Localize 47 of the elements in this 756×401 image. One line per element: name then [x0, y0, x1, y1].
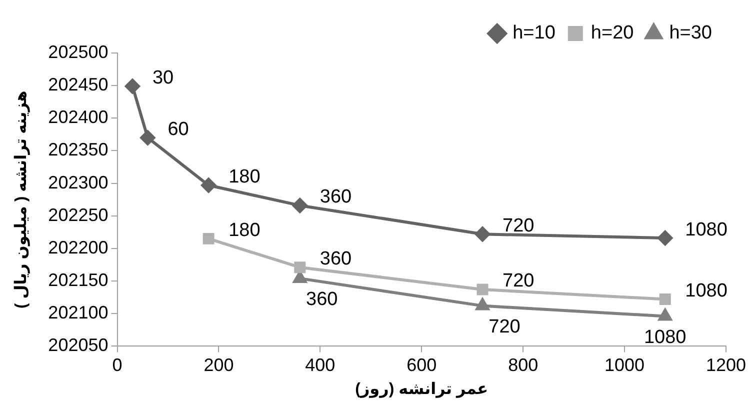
point	[140, 130, 156, 146]
annotation: 180	[228, 220, 260, 241]
y-tick-label: 202250	[48, 204, 108, 225]
x-tick-label: 800	[508, 354, 538, 375]
legend-label: h=20	[590, 22, 634, 44]
y-tick-label: 202500	[48, 42, 108, 62]
x-tick-label: 1200	[706, 354, 746, 375]
point	[476, 284, 488, 296]
x-tick-label: 400	[305, 354, 336, 375]
legend-label: h=30	[669, 22, 712, 44]
annotation: 720	[488, 316, 520, 338]
annotation: 60	[168, 118, 189, 140]
y-tick-label: 202100	[48, 302, 108, 323]
x-tick-label: 600	[406, 354, 437, 375]
point	[292, 198, 308, 213]
y-tick-label: 202300	[48, 172, 108, 192]
x-tick-label: 1000	[604, 354, 645, 375]
annotation: 1080	[685, 280, 728, 302]
y-tick-label: 202350	[48, 140, 108, 160]
annotation: 360	[306, 289, 338, 310]
y-tick-label: 202400	[48, 107, 108, 128]
y-tick-label: 202150	[48, 270, 108, 290]
legend-label: h=10	[512, 22, 556, 44]
y-tick-label: 202050	[48, 335, 108, 356]
annotation: 720	[502, 270, 534, 292]
point	[201, 178, 216, 193]
point	[658, 308, 672, 321]
annotation: 360	[320, 186, 352, 208]
point	[476, 298, 490, 310]
point	[294, 262, 306, 274]
annotation: 30	[152, 67, 174, 88]
y-axis-title: هزینه ترانشه ( میلیون ریال )	[13, 90, 30, 309]
y-tick-label: 202200	[48, 237, 108, 258]
annotation: 180	[228, 166, 260, 188]
annotation: 1080	[685, 219, 728, 240]
annotation: 1080	[644, 326, 686, 348]
x-axis-title: عمر ترانشه (روز)	[355, 380, 488, 398]
point	[202, 232, 214, 244]
annotation: 360	[320, 248, 352, 270]
point	[475, 226, 490, 242]
y-tick-label: 202450	[48, 74, 108, 95]
x-tick-label: 0	[112, 354, 122, 375]
point	[658, 230, 673, 246]
annotation: 720	[502, 215, 534, 236]
point	[659, 294, 671, 306]
point	[124, 78, 140, 94]
x-tick-label: 200	[204, 354, 234, 375]
